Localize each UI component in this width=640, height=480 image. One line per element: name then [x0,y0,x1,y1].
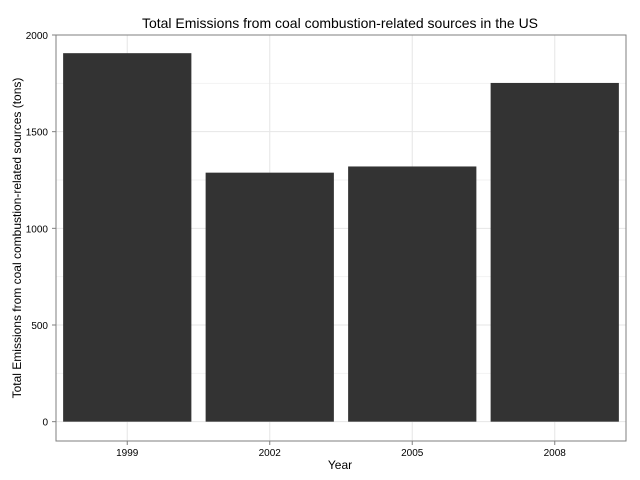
y-tick-label: 500 [31,321,48,332]
y-axis-title: Total Emissions from coal combustion-rel… [10,78,24,399]
panel-border [55,34,627,442]
x-tick-label: 2008 [544,448,567,459]
y-axis: 0 500 1000 1500 2000 [26,31,56,429]
bars [63,53,619,422]
x-tick-label: 2005 [401,448,424,459]
chart-title: Total Emissions from coal combustion-rel… [142,15,538,31]
x-axis: 1999 2002 2005 2008 [116,441,566,459]
x-axis-title: Year [328,458,352,472]
bar-2005 [348,166,477,422]
x-tick-label: 2002 [259,448,282,459]
bar-1999 [63,53,192,422]
y-tick-label: 1000 [26,224,49,235]
bar-2008 [490,82,619,422]
x-tick-label: 1999 [116,448,139,459]
y-tick-label: 1500 [26,128,49,139]
y-tick-label: 2000 [26,31,49,42]
bar-2002 [205,172,334,422]
y-tick-label: 0 [42,418,48,429]
